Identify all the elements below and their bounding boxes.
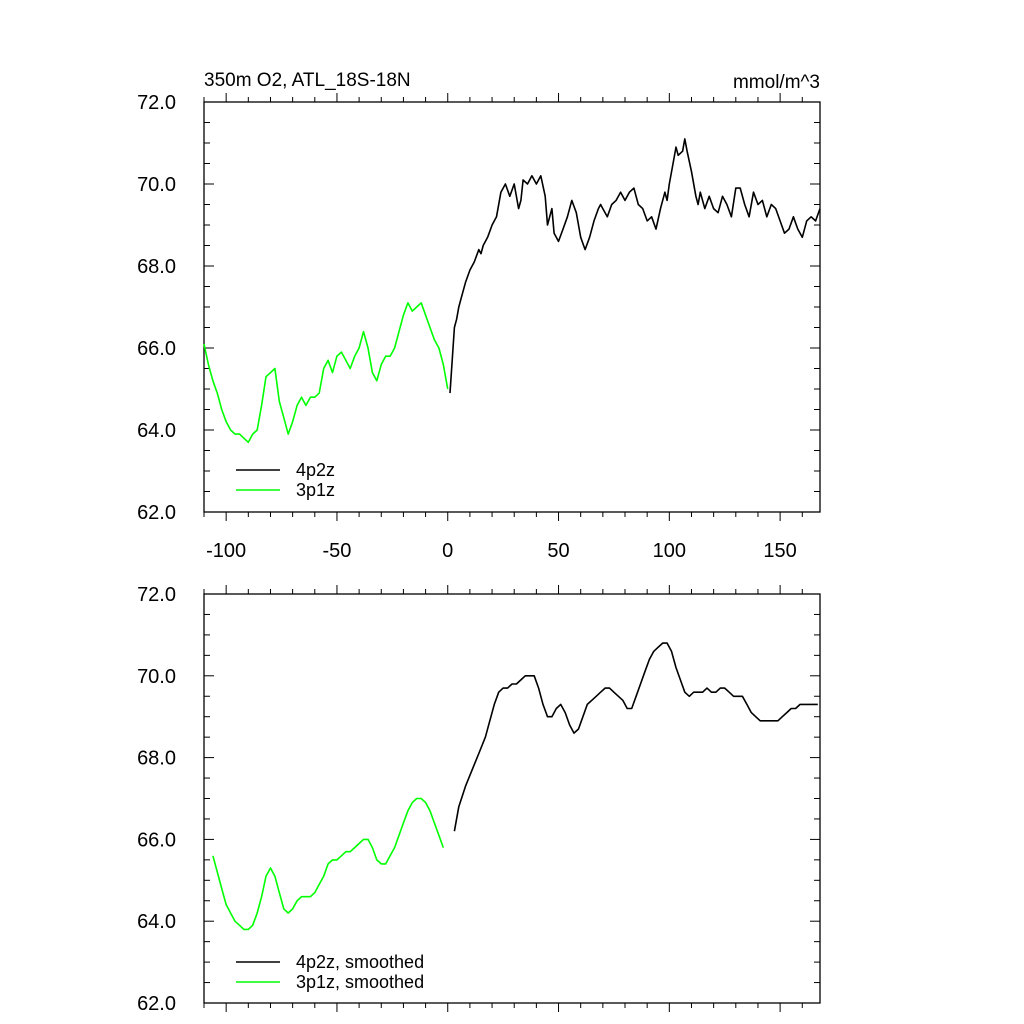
y-tick-label: 64.0 <box>137 911 176 933</box>
y-tick-label: 64.0 <box>137 420 176 442</box>
series-line <box>212 797 445 931</box>
plot-frame <box>203 101 821 513</box>
y-tick-label: 72.0 <box>137 584 176 606</box>
x-tick-label: -100 <box>206 540 246 562</box>
y-tick-label: 70.0 <box>137 666 176 688</box>
x-tick-label: 100 <box>653 540 686 562</box>
x-tick-label: 0 <box>442 540 453 562</box>
series-line <box>453 642 818 832</box>
units-label: mmol/m^3 <box>733 72 820 93</box>
series-line <box>449 138 821 394</box>
legend-label: 4p2z, smoothed <box>296 952 424 972</box>
legend-label: 3p1z <box>296 480 335 500</box>
legend-label: 4p2z <box>296 460 335 480</box>
plot-frame <box>203 593 821 1004</box>
y-tick-label: 66.0 <box>137 829 176 851</box>
y-tick-label: 68.0 <box>137 256 176 278</box>
series-line <box>203 302 449 444</box>
x-tick-label: -50 <box>322 540 351 562</box>
legend-label: 3p1z, smoothed <box>296 972 424 992</box>
y-tick-label: 62.0 <box>137 993 176 1015</box>
y-tick-label: 70.0 <box>137 174 176 196</box>
x-tick-label: 50 <box>547 540 569 562</box>
x-tick-label: 150 <box>763 540 796 562</box>
y-tick-label: 68.0 <box>137 748 176 770</box>
y-tick-label: 72.0 <box>137 92 176 114</box>
bottom-chart-panel: 62.0 64.0 66.0 68.0 70.0 72.0 4p2z, smoothed3p… <box>137 584 821 1015</box>
top-chart-panel: 350m O2, ATL_18S-18N mmol/m^3 62.0 64.0 66… <box>137 70 821 562</box>
y-tick-label: 66.0 <box>137 338 176 360</box>
chart-title: 350m O2, ATL_18S-18N <box>204 70 411 91</box>
y-tick-label: 62.0 <box>137 502 176 524</box>
